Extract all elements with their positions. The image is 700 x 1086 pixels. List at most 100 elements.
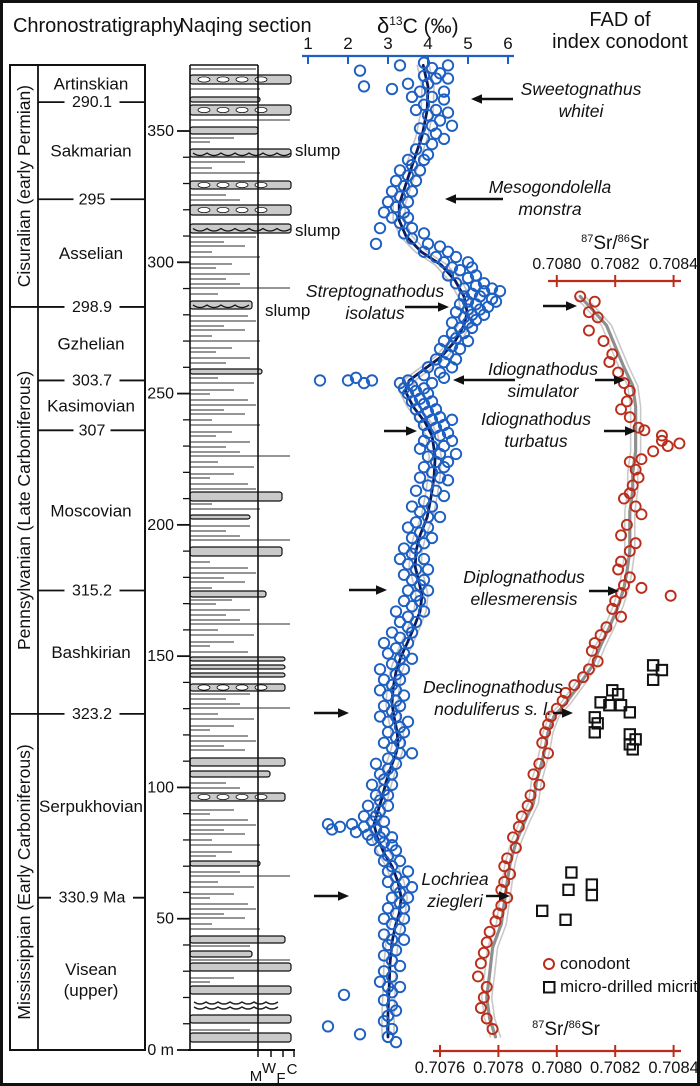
d13c-data-point <box>385 970 399 983</box>
arrow-head <box>445 194 456 204</box>
boundary-age: 330.9 Ma <box>59 890 126 907</box>
stage-label: Sakmarian <box>50 142 131 161</box>
d13c-data-point <box>373 663 387 676</box>
d13c-data-point <box>445 361 459 374</box>
d13c-data-point <box>385 986 399 999</box>
d13c-data-point <box>413 122 427 135</box>
sr-conodont-point <box>480 981 493 993</box>
arrow-head <box>406 426 417 436</box>
sr-conodont-point <box>588 295 601 308</box>
sr-conodont-point <box>582 663 595 676</box>
d13c-data-point <box>341 374 355 387</box>
slump-label: slump <box>295 221 340 240</box>
clast <box>216 107 230 114</box>
d13c-data-point <box>385 657 399 671</box>
d13c-data-point <box>357 80 371 93</box>
legend-label: conodont <box>560 954 630 973</box>
clast <box>254 76 268 83</box>
sr-conodont-point <box>655 429 668 442</box>
sr-conodont-point <box>597 335 610 348</box>
sr-conodont-point <box>509 841 522 854</box>
sr-conodont-point <box>527 768 540 781</box>
sr-micrite-point <box>655 663 669 677</box>
slump-label: slump <box>265 301 310 320</box>
sr-conodont-point <box>623 571 636 584</box>
stage-label: Serpukhovian <box>39 797 143 816</box>
gray-bed <box>189 950 253 958</box>
sr-conodont-point <box>615 587 627 600</box>
sr-conodont-point <box>515 810 528 823</box>
age-label-mask <box>64 297 120 315</box>
d13c-data-point <box>413 442 427 455</box>
d13c-data-point <box>369 757 383 770</box>
stage-label: Artinskian <box>54 75 129 94</box>
sr-conodont-point <box>474 957 487 970</box>
sr-conodont-point <box>507 831 519 844</box>
sr-conodont-point <box>524 789 537 802</box>
sr-conodont-point <box>635 453 648 466</box>
system-label: Pennsylvanian (Late Carboniferous) <box>14 371 34 650</box>
fad-conodont-name: Streptognathodus <box>306 281 444 301</box>
stage-label: (upper) <box>64 981 119 1000</box>
sr-conodont-point <box>635 581 648 594</box>
sr-conodont-point <box>504 868 517 881</box>
slump-wavy-lines <box>193 1006 279 1010</box>
d13c-data-point <box>409 484 423 497</box>
d13c-tick-label: 4 <box>423 34 432 53</box>
sr-micrite-point <box>626 743 639 756</box>
sr-conodont-point <box>623 545 636 558</box>
clast <box>197 206 211 213</box>
d13c-data-point <box>401 636 415 650</box>
d13c-data-point <box>357 376 371 390</box>
sr-conodont-point <box>618 579 630 592</box>
arrow-head <box>625 426 636 436</box>
d13c-data-point <box>361 799 375 812</box>
sr-conodont-point <box>477 991 490 1004</box>
d13c-data-point <box>377 1014 391 1028</box>
d13c-data-point <box>377 636 391 650</box>
sr-micrite-point <box>623 706 636 719</box>
sr-conodont-point <box>635 508 648 521</box>
stage-label: Kasimovian <box>47 396 135 415</box>
d13c-data-point <box>441 106 455 119</box>
sr-conodont-point <box>618 492 630 505</box>
sr-conodont-point <box>623 455 636 468</box>
d13c-data-point <box>389 1035 403 1049</box>
d13c-data-point <box>461 271 475 285</box>
gray-bed <box>189 935 286 944</box>
column-header-fad: FAD of index conodont <box>540 9 697 53</box>
sr-conodont-point <box>618 377 630 390</box>
meter-scale: 0 m 50 100 150 200 250 300 350 <box>147 123 190 1059</box>
d13c-data-point <box>421 584 435 597</box>
scale-label: 150 <box>147 648 174 665</box>
d13c-data-point <box>409 143 423 156</box>
sr-conodont-point <box>588 637 601 649</box>
d13c-data-point <box>337 988 351 1002</box>
d13c-data-point <box>425 500 439 513</box>
clast <box>197 684 211 691</box>
d13c-data-point <box>405 652 419 665</box>
sr-conodont-point <box>591 311 604 324</box>
d13c-data-point <box>389 944 403 957</box>
sr-conodont-point <box>606 602 619 615</box>
d13c-data-point <box>433 429 447 442</box>
sr-conodont-point <box>556 694 569 707</box>
sr-conodont-point <box>480 1012 493 1025</box>
age-label-mask <box>64 704 120 722</box>
legend-conodont-marker <box>543 958 555 970</box>
d13c-data-point <box>425 137 439 151</box>
gray-bed <box>189 1032 292 1043</box>
arrow-head <box>438 302 449 312</box>
sr-tick-label: 0.7084 <box>649 256 698 273</box>
d13c-data-point <box>437 460 451 474</box>
clast <box>216 181 230 188</box>
d13c-data-point <box>365 374 379 387</box>
scale-label: 0 m <box>147 1042 174 1059</box>
fad-conodont-name: turbatus <box>504 431 567 451</box>
age-label-mask <box>51 888 133 906</box>
fad-conodont-name: isolatus <box>345 303 405 323</box>
d13c-data-point <box>353 1028 367 1041</box>
sr-conodont-point <box>626 479 639 492</box>
sr-conodont-point <box>582 324 595 337</box>
